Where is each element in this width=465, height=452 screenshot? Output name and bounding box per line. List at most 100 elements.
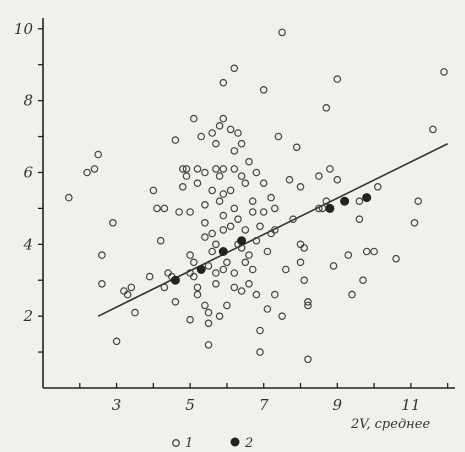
x-tick-label: 5	[185, 396, 195, 414]
data-point-series-1	[230, 64, 239, 73]
data-point-series-1	[315, 204, 323, 213]
data-point-series-1	[179, 183, 187, 191]
data-point-series-1	[186, 315, 194, 324]
data-point-series-1	[252, 236, 261, 245]
data-point-series-1	[248, 265, 257, 274]
data-point-series-1	[193, 283, 202, 292]
data-point-series-1	[259, 179, 268, 188]
data-point-series-1	[219, 226, 228, 234]
data-point-series-1	[212, 165, 220, 173]
data-point-series-2	[340, 196, 350, 206]
data-point-series-1	[201, 219, 209, 227]
data-point-series-1	[315, 172, 323, 180]
data-point-series-1	[304, 355, 312, 364]
data-point-series-1	[112, 337, 121, 346]
data-point-series-1	[230, 269, 239, 277]
data-point-series-1	[322, 197, 331, 206]
data-point-series-1	[208, 129, 217, 137]
data-point-series-1	[237, 172, 246, 180]
data-point-series-1	[190, 114, 198, 123]
data-point-series-1	[274, 132, 283, 141]
data-point-series-1	[362, 247, 371, 256]
data-point-series-1	[212, 269, 220, 277]
data-point-series-1	[215, 122, 224, 130]
data-point-series-1	[90, 165, 99, 173]
y-tick-label: 4	[22, 235, 33, 253]
data-point-series-1	[171, 136, 180, 144]
data-point-series-1	[248, 197, 257, 206]
data-point-series-1	[190, 258, 198, 267]
data-point-series-1	[201, 168, 209, 177]
data-point-series-1	[204, 319, 213, 328]
data-point-series-1	[179, 165, 187, 173]
data-point-series-1	[149, 186, 158, 195]
data-point-series-1	[329, 262, 338, 270]
data-point-series-1	[256, 348, 264, 356]
data-point-series-1	[212, 279, 220, 288]
data-point-series-1	[98, 279, 106, 288]
trend-line-group	[97, 143, 448, 317]
data-point-series-1	[270, 290, 279, 299]
legend-label-series-2: 2	[244, 436, 253, 451]
data-point-series-1	[230, 283, 239, 292]
data-point-series-1	[219, 190, 228, 198]
data-point-series-1	[234, 129, 242, 137]
data-point-series-1	[410, 219, 419, 227]
data-point-series-1	[304, 297, 312, 306]
data-point-series-1	[259, 208, 268, 216]
data-point-series-1	[201, 301, 209, 310]
data-point-series-1	[440, 68, 448, 76]
data-point-series-1	[197, 132, 206, 141]
data-point-series-1	[223, 258, 231, 267]
data-point-series-1	[392, 254, 400, 263]
data-point-series-1	[237, 287, 246, 295]
data-point-series-1	[186, 208, 194, 216]
data-point-series-1	[267, 193, 275, 202]
data-point-series-1	[278, 312, 286, 321]
legend: 1 2	[172, 436, 253, 451]
axes	[42, 18, 455, 389]
data-point-series-1	[300, 276, 309, 285]
data-point-series-1	[193, 179, 202, 188]
data-point-series-1	[186, 251, 194, 259]
y-tick-label: 10	[14, 20, 34, 38]
data-point-series-1	[263, 305, 272, 313]
data-point-series-1	[292, 143, 301, 152]
data-point-series-1	[190, 272, 198, 281]
data-point-series-1	[296, 258, 305, 267]
data-point-series-1	[193, 165, 202, 173]
data-point-series-1	[300, 244, 309, 252]
data-point-series-1	[160, 283, 169, 292]
data-point-series-1	[94, 150, 103, 159]
data-point-series-1	[245, 251, 253, 259]
data-point-series-1	[201, 233, 209, 241]
data-point-series-1	[219, 211, 228, 220]
data-point-series-1	[270, 226, 279, 234]
data-point-series-1	[263, 247, 272, 256]
data-point-series-1	[326, 165, 334, 173]
data-point-series-1	[123, 290, 132, 299]
data-point-series-1	[230, 204, 239, 213]
data-point-series-1	[333, 75, 342, 83]
trend-line	[97, 143, 448, 317]
x-tick-label: 3	[112, 396, 122, 414]
data-point-series-1	[212, 240, 220, 249]
data-point-series-1	[270, 204, 279, 213]
data-point-series-1	[226, 222, 235, 231]
data-point-series-1	[204, 262, 213, 270]
data-point-series-1	[278, 28, 286, 37]
data-point-series-1	[370, 247, 378, 256]
data-point-series-1	[256, 326, 264, 335]
data-point-series-1	[219, 265, 228, 274]
data-point-series-1	[219, 78, 228, 87]
data-point-series-1	[204, 341, 213, 349]
x-tick-label: 11	[401, 396, 420, 414]
data-point-series-1	[285, 175, 294, 184]
data-point-series-1	[281, 265, 290, 274]
data-point-series-1	[208, 229, 217, 238]
data-point-series-1	[109, 219, 117, 227]
data-point-series-1	[182, 172, 191, 180]
data-point-series-1	[208, 247, 217, 256]
